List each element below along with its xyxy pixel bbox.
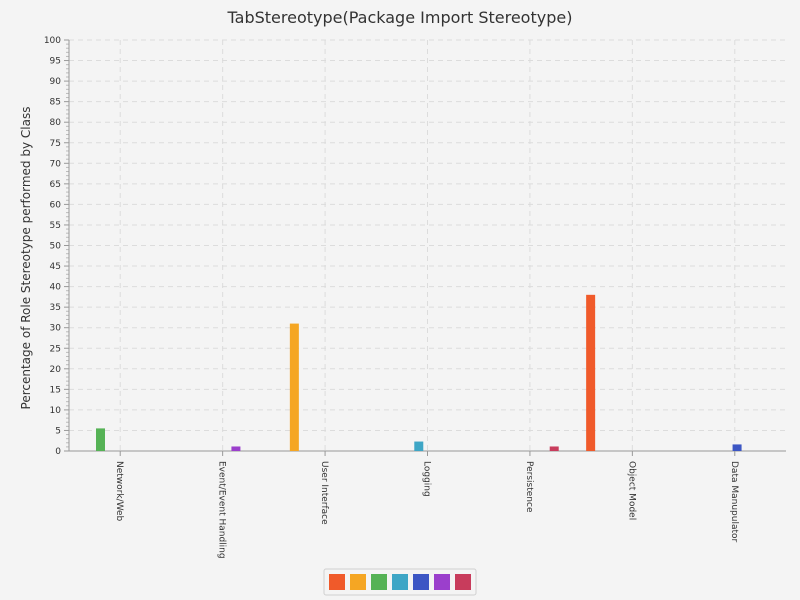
y-tick-label: 55	[50, 221, 61, 231]
y-axis-label: Percentage of Role Stereotype performed …	[19, 107, 33, 410]
y-tick-label: 45	[50, 262, 61, 272]
legend-swatch[interactable]	[371, 574, 387, 590]
bar	[732, 444, 742, 451]
x-tick-label: Logging	[422, 461, 432, 497]
y-tick-label: 65	[50, 180, 61, 190]
legend-swatch[interactable]	[350, 574, 366, 590]
legend-swatch[interactable]	[392, 574, 408, 590]
y-tick-label: 5	[55, 426, 61, 436]
y-tick-label: 60	[50, 200, 62, 210]
y-tick-label: 50	[50, 242, 62, 252]
y-tick-label: 75	[50, 139, 61, 149]
legend-swatch[interactable]	[434, 574, 450, 590]
bar	[96, 428, 105, 451]
plot-background	[69, 40, 786, 451]
bar	[549, 446, 559, 451]
y-tick-label: 30	[50, 324, 62, 334]
legend-swatch[interactable]	[413, 574, 429, 590]
y-tick-label: 85	[50, 98, 61, 108]
y-tick-label: 0	[55, 447, 61, 457]
x-tick-label: Event/Event Handling	[217, 461, 227, 559]
x-tick-label: User Interface	[319, 461, 329, 525]
x-tick-label: Object Model	[626, 461, 636, 520]
y-tick-label: 10	[50, 406, 62, 416]
legend[interactable]	[323, 568, 477, 596]
y-tick-label: 95	[50, 57, 61, 67]
legend-swatch[interactable]	[455, 574, 471, 590]
x-tick-label: Data Manupulator	[729, 461, 739, 543]
chart-title: TabStereotype(Package Import Stereotype)	[227, 8, 573, 27]
bar	[414, 441, 424, 451]
bar	[289, 323, 299, 451]
y-tick-label: 15	[50, 385, 61, 395]
bar	[231, 446, 241, 451]
y-tick-label: 20	[50, 365, 62, 375]
plot-area: 0 5 10 15 20 25 30 35 40 45 50 55 60 65 70 75 80 85 90 95 10…	[44, 36, 786, 559]
bar	[586, 294, 596, 451]
y-tick-label: 25	[50, 344, 61, 354]
x-tick-label: Network/Web	[114, 461, 124, 522]
x-tick-label: Persistence	[524, 461, 534, 513]
y-tick-label: 70	[50, 159, 62, 169]
y-tick-label: 40	[50, 283, 62, 293]
y-tick-label: 35	[50, 303, 61, 313]
y-tick-label: 100	[44, 36, 61, 46]
legend-swatch[interactable]	[329, 574, 345, 590]
y-tick-label: 90	[50, 77, 62, 87]
y-tick-label: 80	[50, 118, 62, 128]
